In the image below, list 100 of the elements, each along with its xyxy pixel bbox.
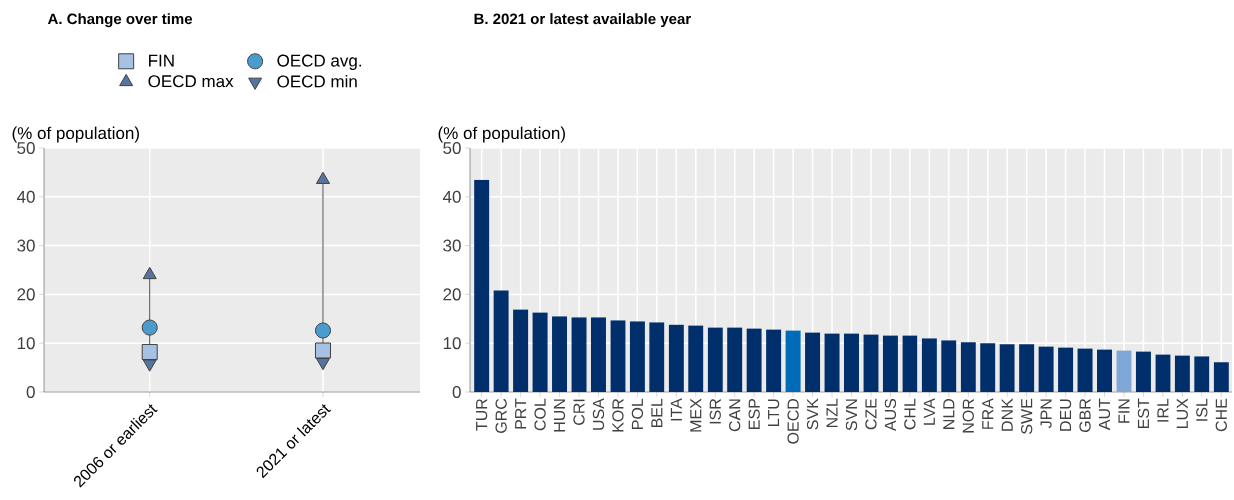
bar: [571, 317, 587, 392]
y-tick-label: 0: [452, 385, 461, 399]
bar: [960, 342, 976, 392]
bar: [1174, 355, 1190, 392]
bar: [824, 333, 840, 392]
bar: [532, 312, 548, 392]
x-tick-label: FRA: [982, 398, 994, 429]
bar: [1194, 356, 1210, 392]
bar: [1077, 348, 1093, 392]
x-tick-label: LTU: [768, 399, 780, 426]
bar: [727, 327, 743, 392]
point: [315, 357, 330, 371]
point: [141, 343, 158, 360]
x-tick-label: ISL: [1196, 398, 1208, 421]
bar: [1135, 351, 1151, 392]
x-tick-label: DEU: [1060, 399, 1072, 431]
x-tick-label: GRC: [495, 398, 507, 433]
y-tick-label: 20: [17, 288, 35, 301]
bar: [590, 317, 606, 392]
x-tick-label: SWE: [1021, 398, 1033, 434]
bar: [1116, 350, 1132, 392]
x-tick-label: NOR: [962, 398, 974, 433]
bar: [1097, 349, 1113, 392]
point: [142, 266, 157, 280]
x-tick-label: OECD: [787, 398, 799, 444]
x-tick-label: NLD: [943, 398, 955, 429]
y-tick-label: 0: [26, 385, 35, 399]
x-tick-label: CRI: [573, 399, 585, 425]
bar: [513, 309, 529, 392]
x-tick-label: EST: [1137, 398, 1150, 428]
y-tick-label: 30: [443, 239, 461, 252]
x-tick-label: SVK: [806, 398, 819, 430]
x-tick-label: USA: [592, 398, 605, 430]
x-tick-label: MEX: [690, 398, 702, 432]
bar: [941, 340, 957, 392]
point: [314, 322, 331, 339]
x-tick-label: HUN: [553, 399, 566, 432]
point: [142, 359, 157, 372]
bar: [1213, 362, 1229, 392]
x-tick-label: CAN: [729, 399, 741, 432]
bar: [668, 324, 684, 392]
chart-title: A. Change over time: [47, 13, 193, 28]
bar: [863, 334, 879, 392]
x-tick-label: CHL: [904, 398, 916, 430]
legend-label: OECD avg.: [277, 54, 361, 70]
x-tick-label: TUR: [476, 398, 488, 431]
y-tick-label: 40: [442, 190, 461, 203]
x-tick-label: LVA: [923, 398, 935, 425]
x-tick-label: IRL: [1157, 398, 1169, 422]
legend-label: FIN: [149, 54, 174, 67]
y-tick-label: 50: [17, 141, 35, 155]
x-tick-label: BEL: [651, 398, 663, 428]
bar: [552, 316, 568, 392]
bar: [746, 328, 762, 392]
x-tick-label: GBR: [1079, 398, 1091, 433]
x-tick-label: FIN: [1118, 399, 1130, 423]
bar: [902, 335, 918, 392]
x-tick-label: AUS: [884, 398, 897, 432]
x-tick-label: NZL: [826, 398, 838, 428]
point: [141, 319, 158, 336]
bar: [980, 343, 996, 392]
x-tick-label: ISR: [709, 398, 721, 424]
y-tick-label: 20: [443, 288, 461, 301]
x-tick-label: AUT: [1098, 398, 1111, 431]
y-axis-title: (% of population): [12, 126, 139, 143]
bar: [766, 329, 782, 392]
x-tick-label: CZE: [865, 398, 877, 430]
bar: [805, 332, 821, 392]
bar: [649, 322, 665, 392]
chart-title: B. 2021 or latest available year: [474, 13, 691, 28]
bar: [610, 320, 626, 392]
bar: [1058, 347, 1074, 392]
bar: [999, 344, 1015, 392]
x-tick-label: ITA: [670, 398, 682, 421]
y-tick-label: 40: [16, 190, 35, 203]
x-tick-label: CHE: [1215, 398, 1227, 432]
x-tick-label: LUX: [1176, 398, 1188, 428]
bar: [1038, 346, 1054, 392]
bar: [688, 325, 704, 392]
x-tick-label: DNK: [1001, 398, 1013, 431]
bar: [707, 327, 723, 392]
x-tick-label: ESP: [748, 399, 760, 429]
x-tick-label: COL: [534, 398, 546, 431]
bar: [921, 338, 937, 392]
bar: [474, 179, 490, 392]
point: [315, 171, 330, 184]
y-axis-title: (% of population): [438, 126, 565, 143]
x-tick-label: SVN: [845, 399, 858, 431]
bar: [629, 321, 645, 392]
y-tick-label: 10: [17, 337, 35, 350]
x-tick-label: KOR: [612, 398, 624, 432]
legend-label: OECD max: [148, 75, 234, 88]
x-tick-label: JPN: [1040, 399, 1052, 429]
y-tick-label: 10: [443, 337, 461, 350]
x-tick-label: PRT: [515, 398, 527, 429]
bar: [493, 290, 509, 392]
point: [314, 342, 331, 359]
bar: [1155, 354, 1171, 392]
bar: [843, 333, 859, 392]
legend-label: OECD min: [277, 74, 357, 88]
